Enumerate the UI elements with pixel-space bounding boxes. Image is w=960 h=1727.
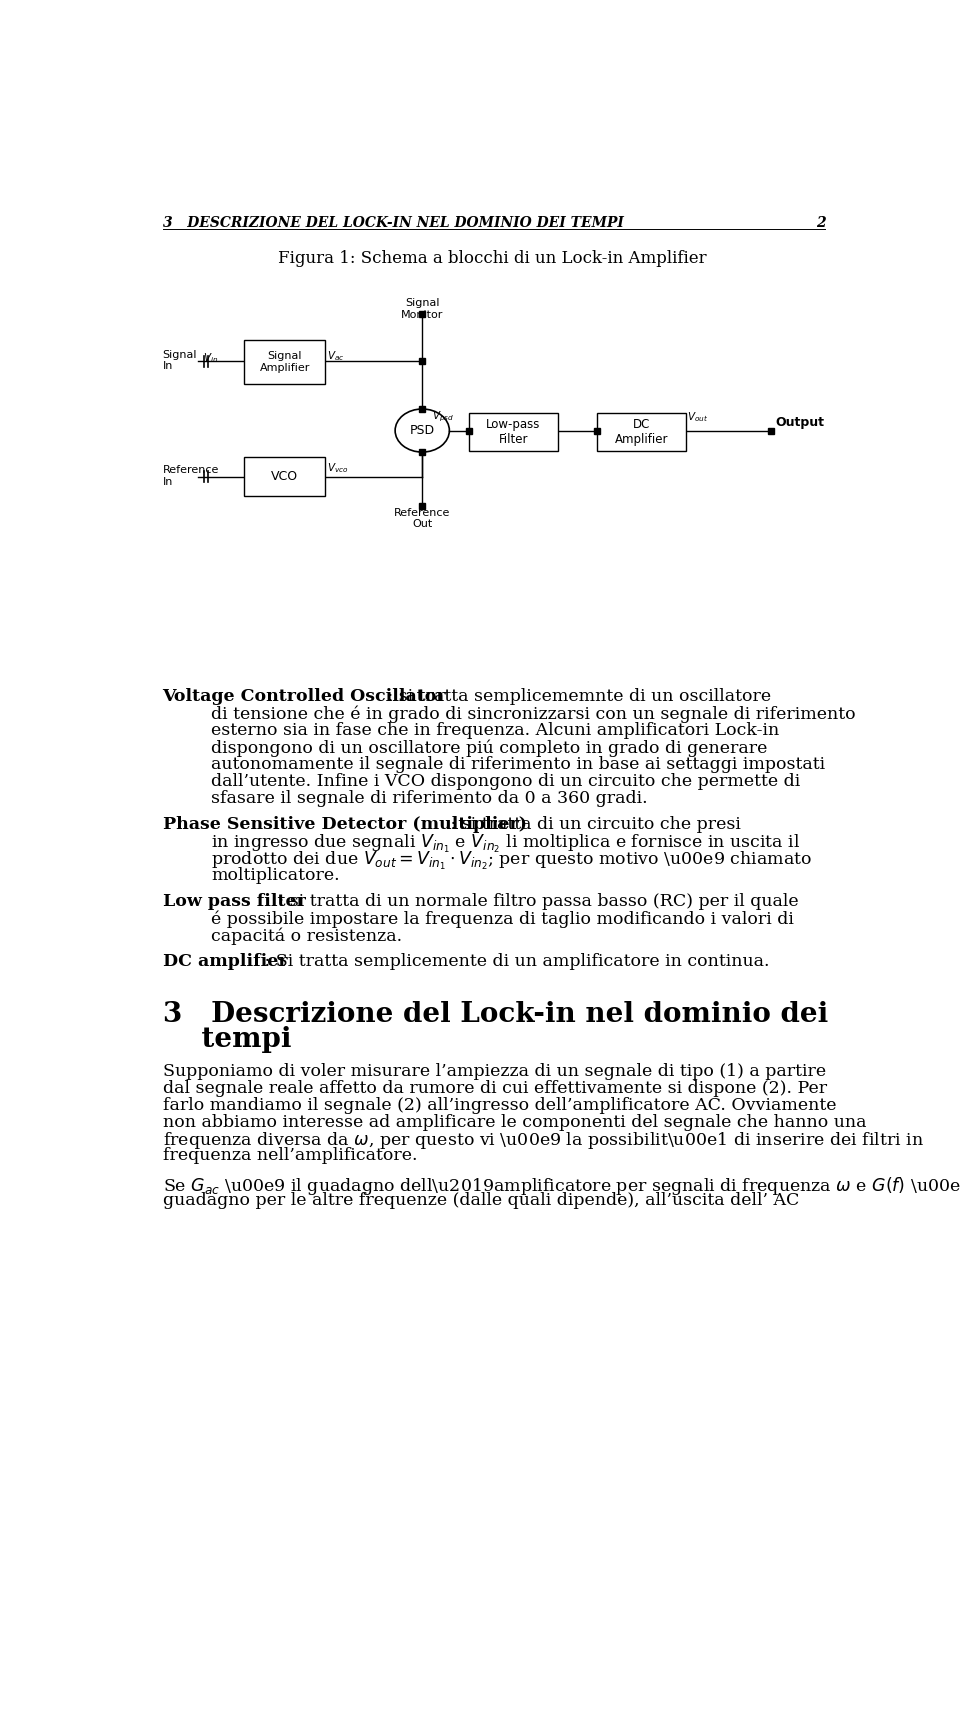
Text: frequenza nell’amplificatore.: frequenza nell’amplificatore. (162, 1147, 418, 1164)
Text: $V_{ac}$: $V_{ac}$ (327, 349, 345, 363)
Text: 3   DESCRIZIONE DEL LOCK-IN NEL DOMINIO DEI TEMPI: 3 DESCRIZIONE DEL LOCK-IN NEL DOMINIO DE… (162, 216, 623, 230)
Text: Signal
Monitor: Signal Monitor (401, 299, 444, 319)
Text: Figura 1: Schema a blocchi di un Lock-in Amplifier: Figura 1: Schema a blocchi di un Lock-in… (277, 250, 707, 266)
Text: $V_{out}$: $V_{out}$ (687, 409, 708, 423)
Text: Phase Sensitive Detector (multiplier): Phase Sensitive Detector (multiplier) (162, 817, 526, 834)
Text: frequenza diversa da $\omega$, per questo vi \u00e9 la possibilit\u00e1 di inser: frequenza diversa da $\omega$, per quest… (162, 1131, 924, 1152)
Text: é possibile impostare la frequenza di taglio modificando i valori di: é possibile impostare la frequenza di ta… (211, 910, 794, 927)
Text: DC
Amplifier: DC Amplifier (614, 418, 668, 446)
Text: VCO: VCO (271, 470, 299, 484)
Bar (244, 340, 325, 385)
Text: 2: 2 (816, 216, 826, 230)
Text: capacitá o resistenza.: capacitá o resistenza. (211, 927, 402, 945)
Text: Signal
Amplifier: Signal Amplifier (259, 351, 310, 373)
Text: moltiplicatore.: moltiplicatore. (211, 867, 340, 884)
Text: Voltage Controlled Oscillator: Voltage Controlled Oscillator (162, 689, 446, 706)
Bar (468, 413, 558, 451)
Text: non abbiamo interesse ad amplificare le componenti del segnale che hanno una: non abbiamo interesse ad amplificare le … (162, 1114, 866, 1131)
Text: : Si tratta semplicemente di un amplificatore in continua.: : Si tratta semplicemente di un amplific… (259, 953, 770, 971)
Text: dall’utente. Infine i VCO dispongono di un circuito che permette di: dall’utente. Infine i VCO dispongono di … (211, 774, 801, 791)
Text: guadagno per le altre frequenze (dalle quali dipende), all’uscita dell’ AC: guadagno per le altre frequenze (dalle q… (162, 1192, 799, 1209)
Text: autonomamente il segnale di riferimento in base ai settaggi impostati: autonomamente il segnale di riferimento … (211, 756, 826, 774)
Text: esterno sia in fase che in frequenza. Alcuni amplificatori Lock-in: esterno sia in fase che in frequenza. Al… (211, 722, 780, 739)
Text: Reference
In: Reference In (162, 465, 219, 487)
Text: prodotto dei due $V_{out} = V_{in_1} \cdot V_{in_2}$; per questo motivo \u00e9 c: prodotto dei due $V_{out} = V_{in_1} \cd… (211, 850, 812, 872)
Text: Low pass filter: Low pass filter (162, 893, 305, 910)
Bar (596, 413, 685, 451)
Text: Se $G_{ac}$ \u00e9 il guadagno dell\u2019amplificatore per segnali di frequenza : Se $G_{ac}$ \u00e9 il guadagno dell\u201… (162, 1174, 960, 1197)
Text: dispongono di un oscillatore piú completo in grado di generare: dispongono di un oscillatore piú complet… (211, 739, 768, 756)
Text: : si tratta di un normale filtro passa basso (RC) per il quale: : si tratta di un normale filtro passa b… (274, 893, 799, 910)
Text: dal segnale reale affetto da rumore di cui effettivamente si dispone (2). Per: dal segnale reale affetto da rumore di c… (162, 1079, 827, 1097)
Bar (244, 458, 325, 496)
Text: sfasare il segnale di riferimento da 0 a 360 gradi.: sfasare il segnale di riferimento da 0 a… (211, 791, 648, 807)
Text: in ingresso due segnali $V_{in_1}$ e $V_{in_2}$ li moltiplica e fornisce in usci: in ingresso due segnali $V_{in_1}$ e $V_… (211, 832, 801, 855)
Text: Output: Output (775, 416, 824, 430)
Text: Signal
In: Signal In (162, 349, 197, 371)
Text: Reference
Out: Reference Out (394, 508, 450, 528)
Text: tempi: tempi (162, 1026, 291, 1053)
Text: PSD: PSD (410, 425, 435, 437)
Text: Supponiamo di voler misurare l’ampiezza di un segnale di tipo (1) a partire: Supponiamo di voler misurare l’ampiezza … (162, 1062, 826, 1079)
Text: : si tratta di un circuito che presi: : si tratta di un circuito che presi (444, 817, 740, 834)
Text: DC amplifier: DC amplifier (162, 953, 287, 971)
Text: di tensione che é in grado di sincronizzarsi con un segnale di riferimento: di tensione che é in grado di sincronizz… (211, 705, 856, 724)
Text: $V_{psd}$: $V_{psd}$ (432, 409, 454, 425)
Text: $V_{in}$: $V_{in}$ (203, 351, 218, 364)
Text: Low-pass
Filter: Low-pass Filter (486, 418, 540, 446)
Text: $V_{vco}$: $V_{vco}$ (327, 461, 348, 475)
Text: farlo mandiamo il segnale (2) all’ingresso dell’amplificatore AC. Ovviamente: farlo mandiamo il segnale (2) all’ingres… (162, 1097, 836, 1114)
Text: 3   Descrizione del Lock-in nel dominio dei: 3 Descrizione del Lock-in nel dominio de… (162, 1002, 828, 1028)
Text: : si tratta semplicememnte di un oscillatore: : si tratta semplicememnte di un oscilla… (382, 689, 772, 706)
